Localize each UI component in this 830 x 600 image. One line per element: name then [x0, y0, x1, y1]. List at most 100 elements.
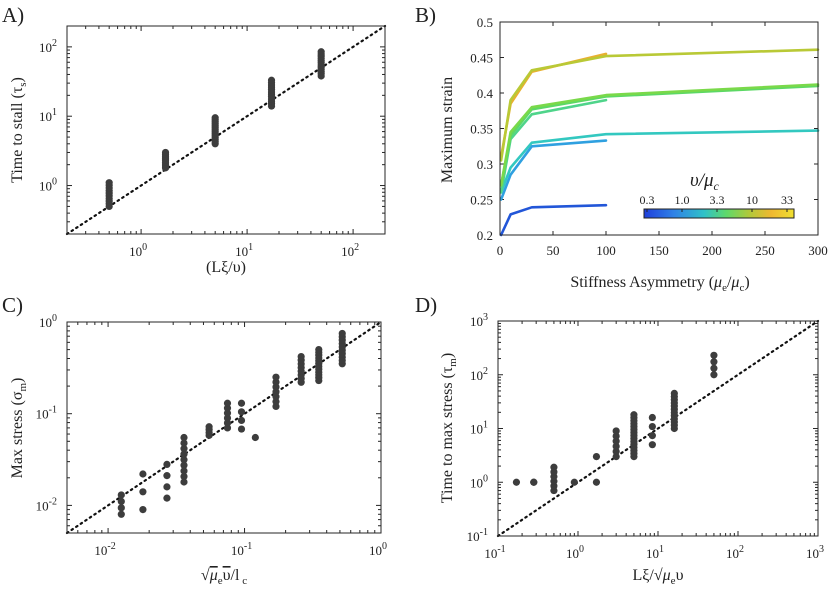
colorbar-tick-label: 0.3 — [640, 193, 655, 207]
panel-b-xtick-label: 300 — [808, 243, 828, 258]
panel-c-point — [237, 425, 246, 433]
panel-a-point — [105, 179, 113, 187]
panel-c-point — [163, 460, 171, 468]
panel-b-xtick-label: 200 — [702, 243, 722, 258]
panel-c-point — [223, 419, 232, 427]
panel-c-point — [180, 478, 188, 486]
panel-d-point — [570, 478, 578, 486]
panel-d-point — [512, 478, 521, 486]
panel-d-point — [670, 389, 678, 397]
panel-c-point — [117, 510, 125, 518]
panel-a: A) 100 101 102 100 101 102 (Lξ/υ) Time to sta… — [2, 3, 387, 276]
panel-b-frame — [499, 21, 819, 236]
colorbar: υ/μc 0.3 1.0 3.3 10 33 — [640, 170, 795, 219]
panel-a-ylabel: Time to stall (τs) — [9, 77, 29, 183]
panel-b-ytick-label: 0.45 — [470, 51, 493, 66]
panel-b-series-line — [499, 139, 608, 201]
panel-c-point — [180, 445, 188, 453]
panel-c-point — [223, 414, 232, 422]
panel-c-point — [223, 404, 232, 412]
panel-c-xtick-label: 100 — [369, 541, 387, 558]
panel-d-point — [592, 478, 601, 486]
panel-c-point — [223, 399, 232, 407]
panel-c-point — [139, 470, 147, 478]
panel-c-point — [338, 329, 346, 338]
panel-a-point — [211, 114, 219, 122]
panel-a-xtick-label: 101 — [235, 242, 253, 259]
panel-d-point — [612, 442, 620, 450]
panel-b-ytick-label: 0.3 — [477, 157, 493, 172]
panel-c-point — [251, 433, 259, 442]
panel-d-point — [612, 427, 620, 435]
panel-d-point — [648, 441, 656, 449]
panel-d-point — [612, 453, 620, 461]
panel-b-xtick-label: 0 — [497, 243, 504, 258]
panel-d-ytick-label: 100 — [470, 473, 488, 490]
panel-c-point — [180, 472, 188, 481]
panel-b-letter: B) — [415, 3, 436, 27]
panel-d-point — [710, 364, 718, 372]
panel-a-point — [161, 148, 170, 157]
panel-b-ytick-label: 0.25 — [470, 193, 493, 208]
panel-c-xtick-label: 10-2 — [94, 541, 115, 558]
panel-d-point — [648, 422, 656, 431]
panel-a-point — [317, 48, 325, 56]
panel-a-xlabel: (Lξ/υ) — [206, 259, 246, 276]
panel-c-point — [117, 491, 125, 499]
panel-c-point — [163, 472, 171, 480]
panel-d-xtick-label: 10-1 — [484, 544, 505, 561]
panel-c-point — [180, 461, 188, 469]
panel-d-point — [710, 371, 718, 379]
panel-c-ytick-label: 10-1 — [36, 405, 57, 422]
panel-c-xlabel: √μeυ/l c — [201, 567, 247, 587]
panel-a-frame — [66, 25, 386, 235]
panel-d-point — [630, 411, 638, 419]
panel-a-ytick-label: 102 — [39, 38, 57, 55]
panel-c-point — [223, 409, 232, 417]
panel-a-ytick-label: 101 — [39, 107, 57, 124]
panel-b-xlabel: Stiffness Asymmetry (μe/μc) — [570, 274, 749, 294]
panel-c-ylabel: Max stress (σm) — [9, 378, 29, 479]
panel-b-series-line — [499, 48, 820, 162]
panel-b-series-line — [499, 84, 820, 187]
colorbar-tick-label: 3.3 — [710, 193, 725, 207]
panel-d: D) 10-1 100 101 102 103 10-1 100 101 102 103 Lξ/√… — [415, 293, 824, 587]
panel-c-plot-area: 10-2 10-1 100 10-2 10-1 100 — [36, 313, 387, 558]
panel-c-point — [180, 456, 188, 464]
panel-d-xtick-label: 102 — [726, 544, 744, 561]
panel-b-ytick-label: 0.4 — [477, 86, 494, 101]
panel-b-plot-area: 0 50 100 150 200 250 300 0.2 0.25 0.3 0.35 0.4 0.45 0… — [470, 15, 828, 258]
panel-c-xtick-label: 10-1 — [231, 541, 252, 558]
colorbar-title: υ/μc — [690, 170, 720, 193]
panel-d-ytick-label: 101 — [470, 420, 488, 437]
panel-d-xtick-label: 100 — [566, 544, 584, 561]
panel-b-series-line — [499, 203, 608, 237]
panel-d-xtick-label: 101 — [646, 544, 664, 561]
panel-b-xtick-label: 50 — [547, 243, 560, 258]
panel-b-series-line — [499, 83, 820, 187]
panel-b-ytick-label: 0.5 — [477, 15, 493, 30]
panel-c-point — [205, 423, 213, 431]
panel-c-point — [180, 450, 188, 458]
panel-b-xtick-label: 150 — [649, 243, 669, 258]
panel-b-xtick-label: 100 — [596, 243, 616, 258]
panel-a-ytick-label: 100 — [39, 177, 57, 194]
panel-d-xlabel: Lξ/√μeυ — [633, 567, 684, 587]
panel-d-reference-line — [496, 319, 820, 538]
panel-c-point — [237, 416, 246, 425]
panel-d-ytick-label: 103 — [470, 312, 488, 329]
panel-c-point — [237, 408, 246, 416]
panel-c-point — [237, 399, 246, 407]
panel-c-point — [180, 439, 188, 447]
panel-d-xtick-label: 103 — [806, 544, 824, 561]
panel-c-point — [163, 483, 171, 491]
panel-a-plot-area: 100 101 102 100 101 102 — [39, 24, 387, 259]
panel-d-ytick-label: 102 — [470, 366, 488, 383]
panel-d-ylabel: Time to max stress (τm) — [439, 353, 459, 503]
panel-d-point — [710, 351, 718, 359]
panel-b: B) 0 50 100 150 200 250 300 0.2 0.25 0.3 0.35 0.4 0.… — [415, 3, 828, 294]
panel-c-point — [163, 494, 171, 502]
panel-d-ytick-label: 10-1 — [467, 527, 488, 544]
panel-d-frame — [497, 320, 819, 537]
panel-c-letter: C) — [2, 293, 23, 317]
